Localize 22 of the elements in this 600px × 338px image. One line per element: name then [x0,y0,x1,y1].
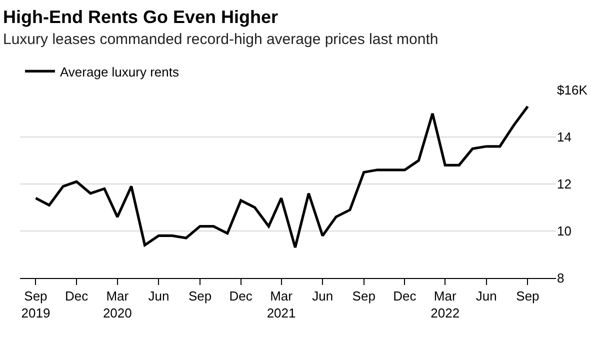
y-tick-label: 14 [557,130,572,145]
x-tick-label: Jun [312,288,334,304]
y-tick-label: 12 [557,176,572,192]
x-tick-label: Mar 2021 [266,288,296,320]
y-tick-label: 8 [557,270,564,286]
x-tick-label: Jun [148,288,170,304]
x-tick-label: Sep [188,288,212,304]
x-tick-label: Jun [476,288,497,304]
y-tick-label: 10 [557,224,572,239]
y-tick-label: $16K [557,82,588,98]
x-tick-label: Sep 2019 [21,288,50,320]
chart-title: High-End Rents Go Even Higher [3,7,278,27]
line-series [34,105,530,249]
x-tick-label: Dec [64,288,89,304]
x-tick-label: Sep [516,288,540,304]
legend-label: Average luxury rents [60,64,180,80]
x-tick-label: Mar 2022 [430,288,460,320]
x-tick-label: Sep [352,288,376,304]
chart-subtitle: Luxury leases commanded record-high average prices last month [3,31,438,48]
x-tick-label: Mar 2020 [102,288,132,320]
x-tick-label: Dec [229,288,253,304]
x-tick-label: Dec [393,288,417,304]
